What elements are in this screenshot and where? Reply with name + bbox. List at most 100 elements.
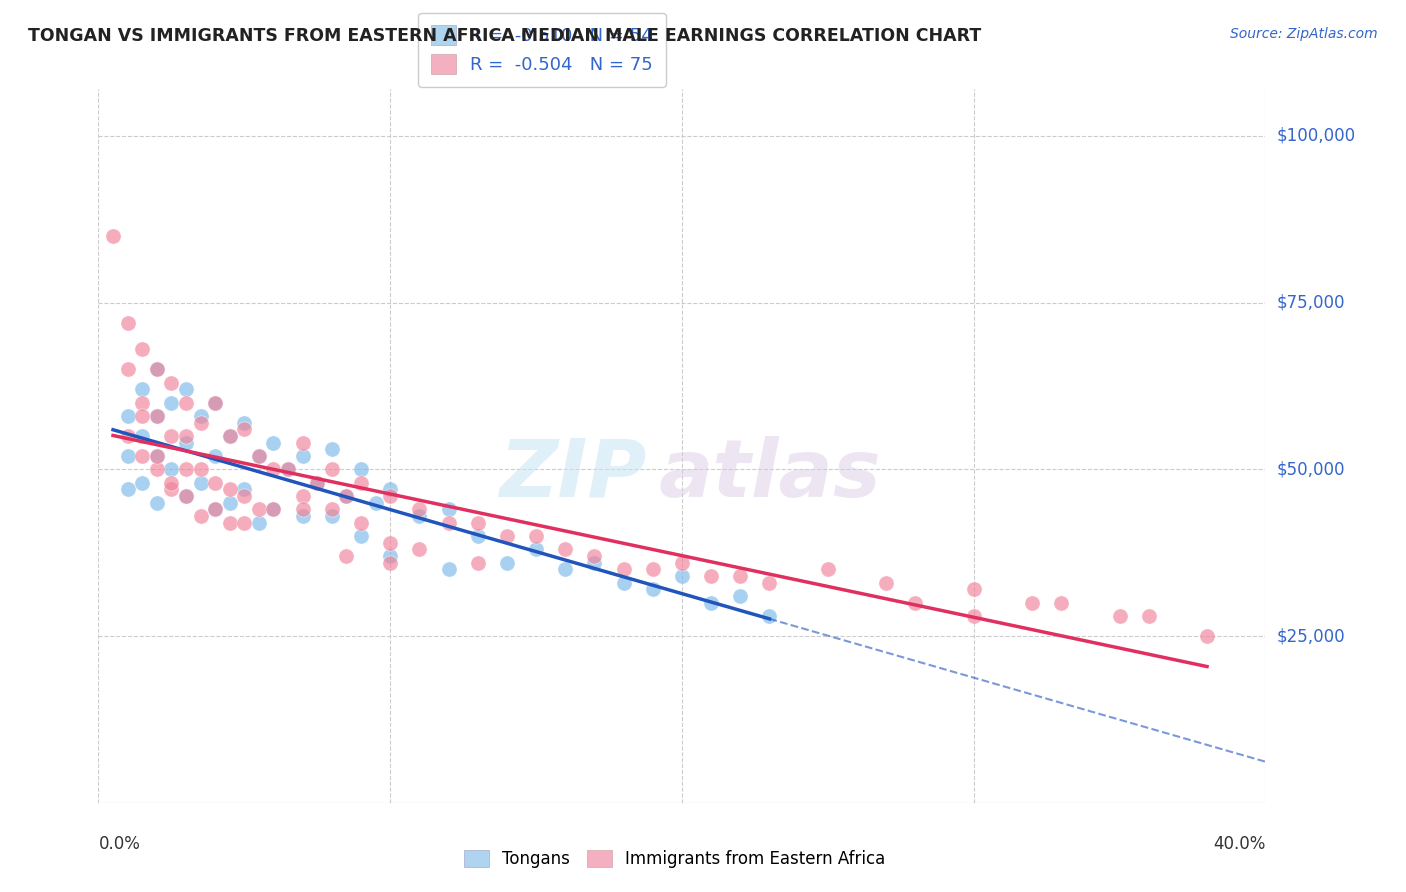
Text: $25,000: $25,000 [1277, 627, 1346, 645]
Point [131, 429, 153, 443]
Point [758, 609, 780, 624]
Point [247, 502, 270, 516]
Point [612, 575, 634, 590]
Legend: R =  -0.510   N = 54, R =  -0.504   N = 75: R = -0.510 N = 54, R = -0.504 N = 75 [418, 12, 666, 87]
Point [131, 475, 153, 490]
Point [817, 562, 839, 576]
Point [350, 475, 373, 490]
Point [291, 502, 314, 516]
Point [247, 449, 270, 463]
Point [190, 409, 212, 423]
Point [1021, 596, 1043, 610]
Point [671, 569, 693, 583]
Text: ZIP: ZIP [499, 435, 647, 514]
Text: atlas: atlas [658, 435, 882, 514]
Point [190, 509, 212, 524]
Point [131, 449, 153, 463]
Point [233, 422, 256, 436]
Point [146, 496, 169, 510]
Point [131, 382, 153, 396]
Point [218, 496, 240, 510]
Point [1108, 609, 1130, 624]
Point [190, 416, 212, 430]
Point [174, 429, 197, 443]
Text: Source: ZipAtlas.com: Source: ZipAtlas.com [1230, 27, 1378, 41]
Point [467, 529, 489, 543]
Point [174, 489, 197, 503]
Point [117, 429, 139, 443]
Point [204, 475, 226, 490]
Point [291, 489, 314, 503]
Point [467, 516, 489, 530]
Point [467, 556, 489, 570]
Point [146, 362, 169, 376]
Point [758, 575, 780, 590]
Point [962, 582, 984, 597]
Point [380, 489, 402, 503]
Point [380, 535, 402, 549]
Point [233, 416, 256, 430]
Point [262, 502, 284, 516]
Point [190, 475, 212, 490]
Point [730, 569, 752, 583]
Text: 0.0%: 0.0% [98, 835, 141, 853]
Point [247, 516, 270, 530]
Point [160, 429, 183, 443]
Point [117, 362, 139, 376]
Point [160, 483, 183, 497]
Point [262, 462, 284, 476]
Point [554, 542, 576, 557]
Point [307, 475, 329, 490]
Point [160, 462, 183, 476]
Point [204, 502, 226, 516]
Point [117, 483, 139, 497]
Point [218, 429, 240, 443]
Point [350, 462, 373, 476]
Point [131, 409, 153, 423]
Point [204, 449, 226, 463]
Point [554, 562, 576, 576]
Point [700, 596, 723, 610]
Point [408, 542, 430, 557]
Point [174, 462, 197, 476]
Legend: Tongans, Immigrants from Eastern Africa: Tongans, Immigrants from Eastern Africa [457, 843, 893, 875]
Point [160, 395, 183, 409]
Point [380, 556, 402, 570]
Point [146, 449, 169, 463]
Point [277, 462, 299, 476]
Point [218, 429, 240, 443]
Point [262, 435, 284, 450]
Point [380, 483, 402, 497]
Point [524, 542, 547, 557]
Point [321, 442, 343, 457]
Point [291, 449, 314, 463]
Point [350, 529, 373, 543]
Point [174, 382, 197, 396]
Point [262, 502, 284, 516]
Point [641, 582, 664, 597]
Point [962, 609, 984, 624]
Point [247, 449, 270, 463]
Point [146, 409, 169, 423]
Point [408, 509, 430, 524]
Point [321, 462, 343, 476]
Point [291, 435, 314, 450]
Text: $100,000: $100,000 [1277, 127, 1357, 145]
Point [277, 462, 299, 476]
Point [408, 502, 430, 516]
Text: $75,000: $75,000 [1277, 293, 1346, 311]
Text: $50,000: $50,000 [1277, 460, 1346, 478]
Point [612, 562, 634, 576]
Point [218, 516, 240, 530]
Point [641, 562, 664, 576]
Point [335, 489, 357, 503]
Point [218, 483, 240, 497]
Point [321, 502, 343, 516]
Point [233, 483, 256, 497]
Point [291, 509, 314, 524]
Point [174, 435, 197, 450]
Point [437, 516, 460, 530]
Point [146, 362, 169, 376]
Text: 40.0%: 40.0% [1213, 835, 1265, 853]
Point [583, 549, 606, 563]
